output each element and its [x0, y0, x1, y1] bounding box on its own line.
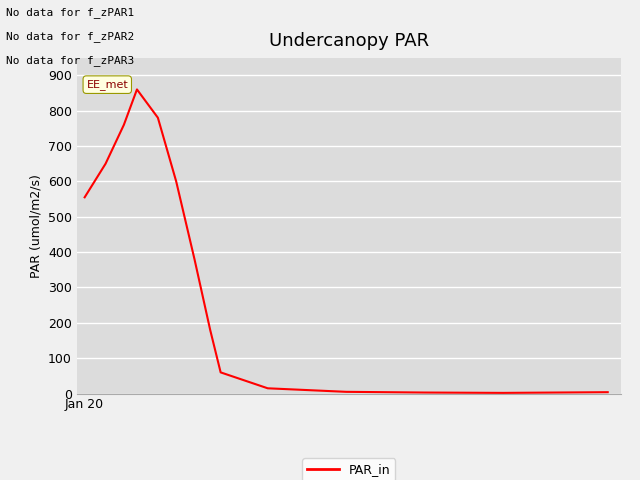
Text: No data for f_zPAR3: No data for f_zPAR3: [6, 55, 134, 66]
Title: Undercanopy PAR: Undercanopy PAR: [269, 33, 429, 50]
Text: No data for f_zPAR1: No data for f_zPAR1: [6, 7, 134, 18]
Legend: PAR_in: PAR_in: [302, 458, 396, 480]
Text: EE_met: EE_met: [86, 79, 128, 90]
Y-axis label: PAR (umol/m2/s): PAR (umol/m2/s): [29, 174, 42, 277]
Text: No data for f_zPAR2: No data for f_zPAR2: [6, 31, 134, 42]
